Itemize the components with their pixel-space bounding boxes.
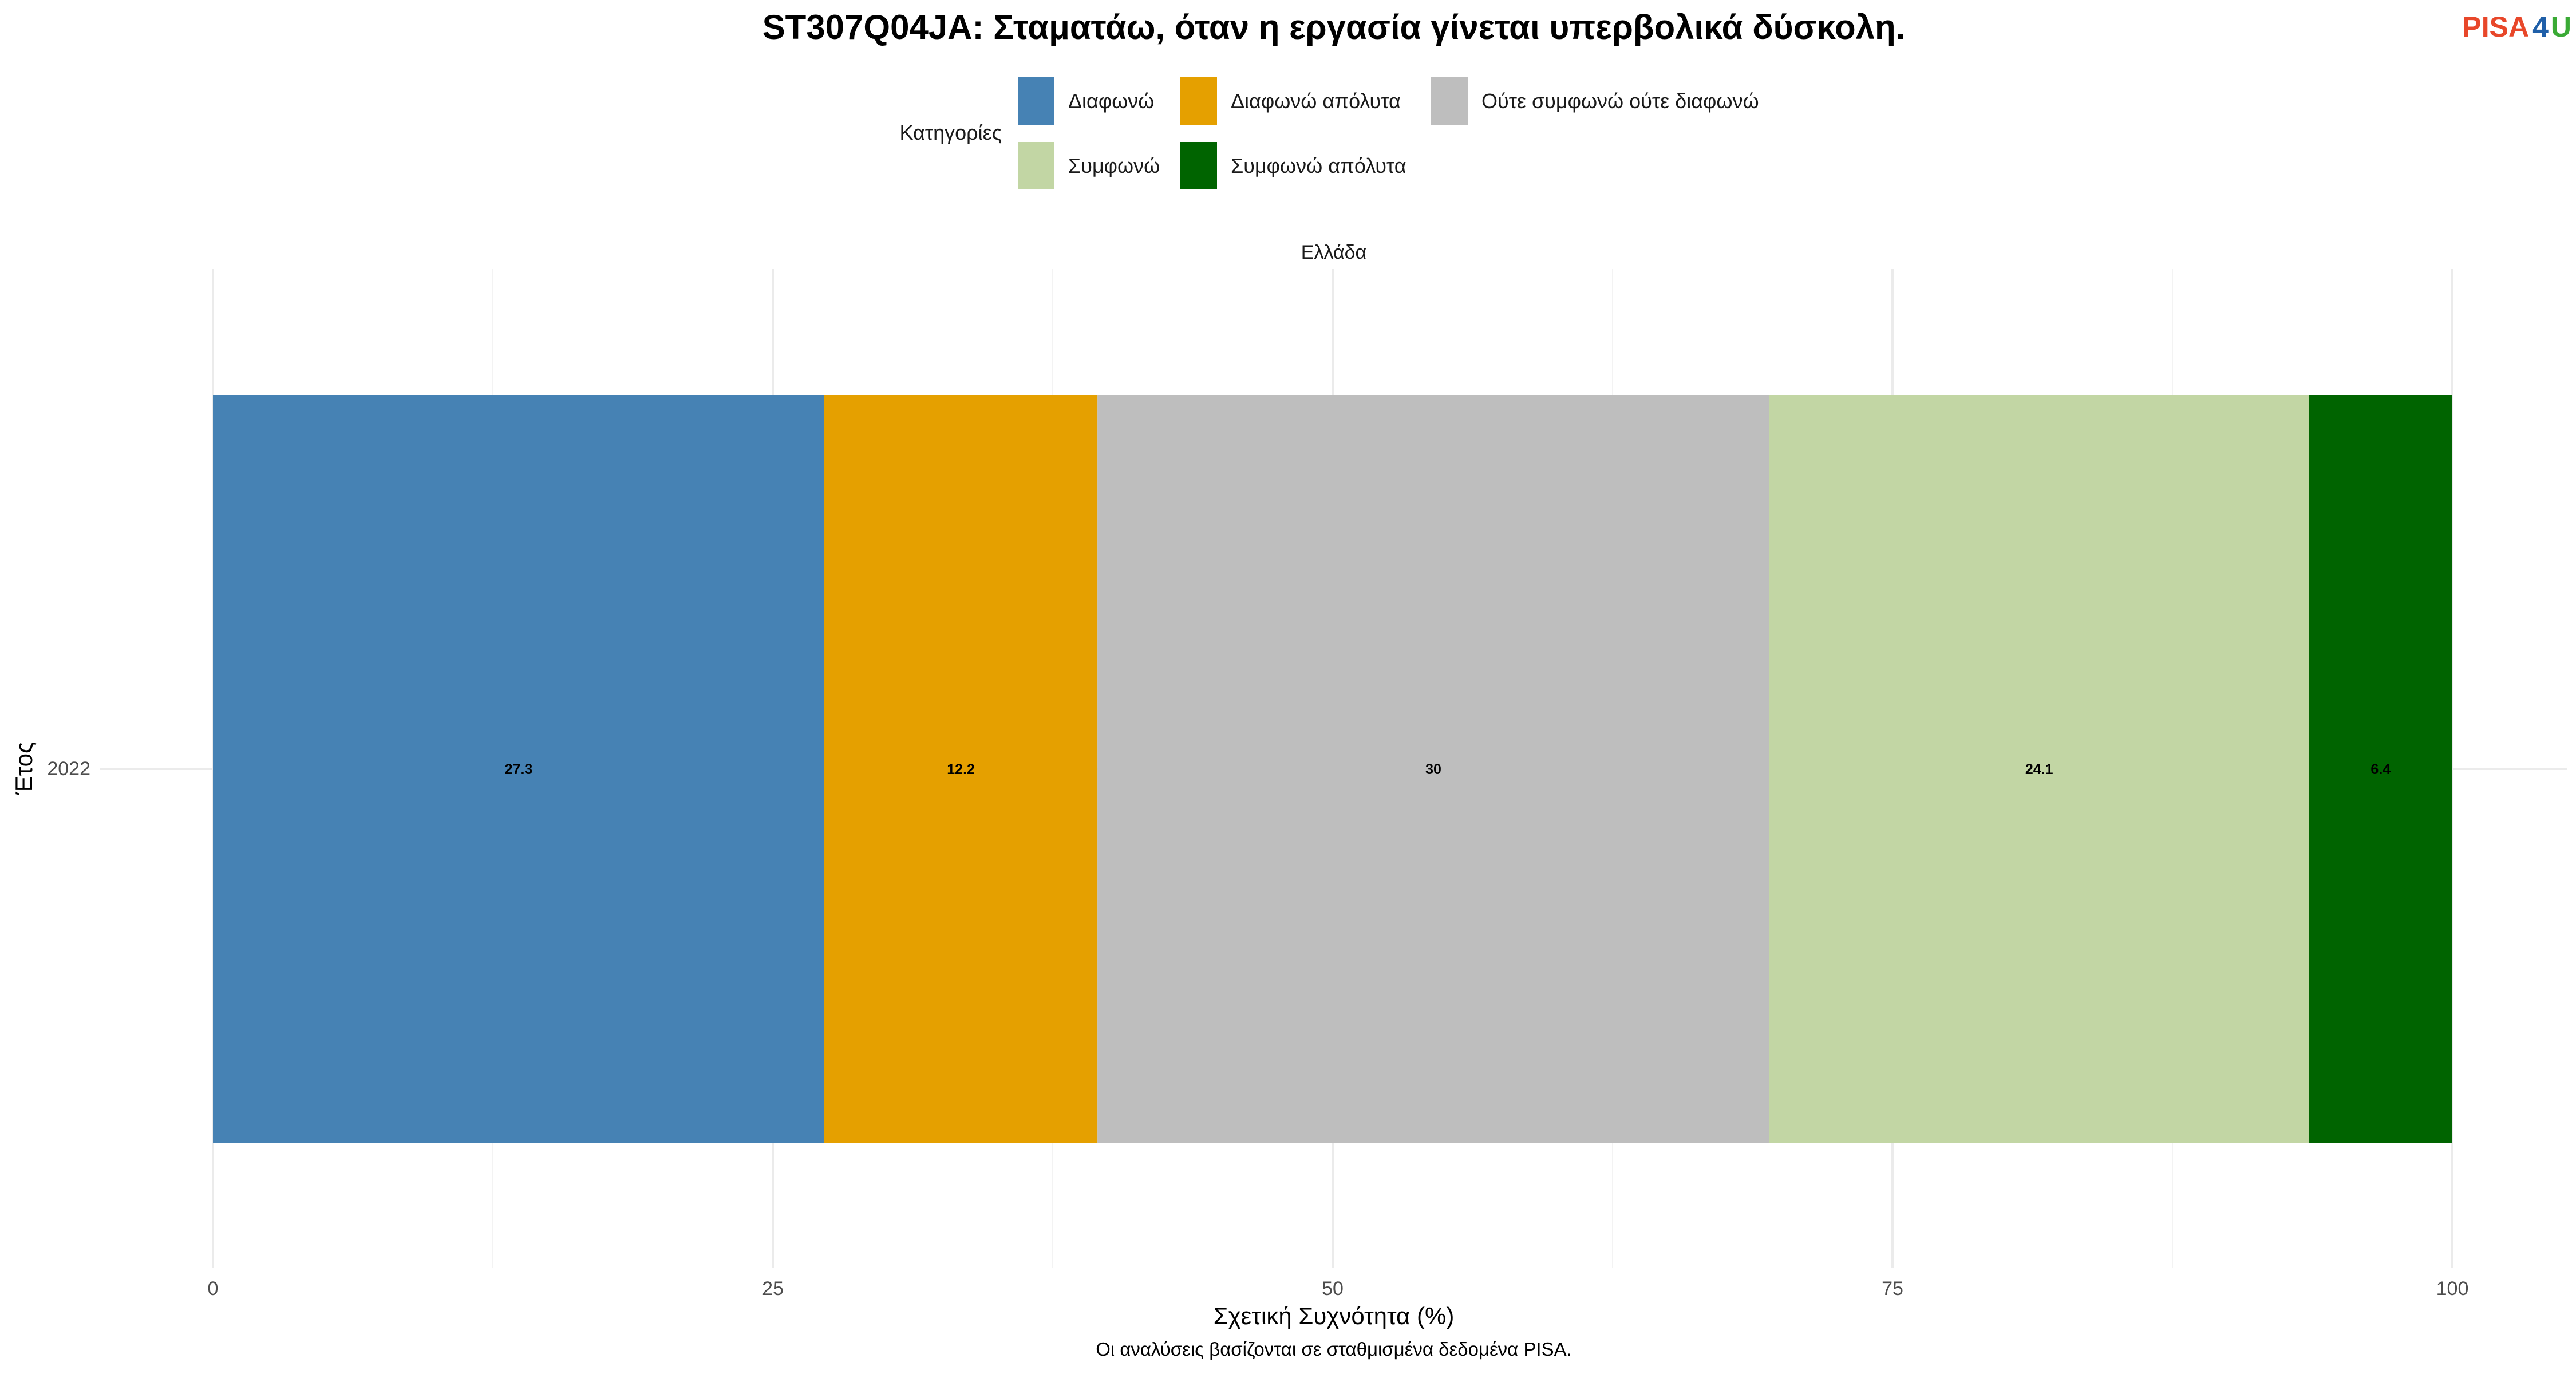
legend-label-2: Διαφωνώ απόλυτα — [1231, 89, 1401, 113]
bar-segment-2 — [824, 395, 1098, 1143]
legend-label-1: Διαφωνώ — [1068, 89, 1154, 113]
logo-u: U — [2551, 11, 2571, 43]
legend-items: Διαφωνώ Διαφωνώ απόλυτα Ούτε συμφωνώ ούτε … — [1018, 77, 1759, 189]
caption: Οι αναλύσεις βασίζονται σε σταθμισμένα δ… — [1096, 1339, 1572, 1360]
chart-title: ST307Q04JA: Σταματάω, όταν η εργασία γίν… — [762, 8, 1906, 46]
legend-key-1 — [1018, 77, 1054, 125]
bar-segment-5 — [2309, 395, 2452, 1143]
logo-four: 4 — [2532, 11, 2549, 43]
bars — [213, 395, 2452, 1143]
bar-value-label-5: 6.4 — [2370, 761, 2391, 777]
legend-label-5: Συμφωνώ απόλυτα — [1231, 154, 1406, 177]
legend-title: Κατηγορίες — [899, 121, 1002, 144]
legend-key-5 — [1180, 142, 1217, 189]
x-axis-title: Σχετική Συχνότητα (%) — [1214, 1302, 1455, 1329]
bar-labels: 27.3 12.2 30 24.1 6.4 — [505, 761, 2391, 777]
plot-panel: 27.3 12.2 30 24.1 6.4 — [100, 269, 2567, 1268]
logo: PISA 4U — [2462, 11, 2571, 43]
bar-value-label-3: 30 — [1425, 761, 1441, 777]
facet-strip-label: Ελλάδα — [1301, 242, 1366, 263]
x-tick-label-50: 50 — [1322, 1278, 1344, 1300]
x-tick-label-0: 0 — [208, 1278, 219, 1300]
y-tick-label-2022: 2022 — [47, 758, 90, 780]
bar-segment-1 — [213, 395, 824, 1143]
legend-label-3: Ούτε συμφωνώ ούτε διαφωνώ — [1481, 89, 1759, 113]
bar-segment-4 — [1769, 395, 2309, 1143]
bar-value-label-1: 27.3 — [505, 761, 533, 777]
legend: Κατηγορίες Διαφωνώ Διαφωνώ απόλυτα Ούτε συ… — [899, 77, 1759, 189]
legend-label-4: Συμφωνώ — [1068, 154, 1160, 177]
x-tick-label-100: 100 — [2436, 1278, 2469, 1300]
legend-key-2 — [1180, 77, 1217, 125]
legend-key-3 — [1431, 77, 1468, 125]
bar-value-label-2: 12.2 — [947, 761, 975, 777]
x-tick-label-25: 25 — [762, 1278, 784, 1300]
y-axis-title: Έτος — [10, 742, 37, 796]
bar-segment-3 — [1097, 395, 1769, 1143]
bar-value-label-4: 24.1 — [2025, 761, 2053, 777]
x-axis-ticks: 0 25 50 75 100 — [208, 1278, 2469, 1300]
x-tick-label-75: 75 — [1882, 1278, 1903, 1300]
legend-key-4 — [1018, 142, 1054, 189]
logo-pisa: PISA — [2462, 11, 2529, 43]
